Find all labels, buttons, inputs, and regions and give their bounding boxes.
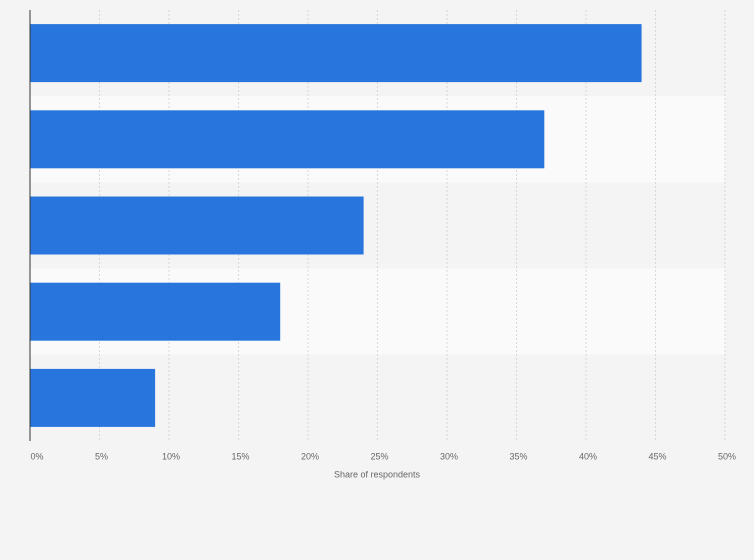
x-axis-title: Share of respondents [334, 469, 421, 479]
x-tick-label: 50% [718, 451, 736, 461]
x-tick-label: 45% [648, 451, 666, 461]
x-tick-label: 25% [370, 451, 388, 461]
x-tick-label: 10% [162, 451, 180, 461]
x-tick-label: 35% [509, 451, 527, 461]
bar [30, 110, 545, 169]
bar [30, 368, 156, 427]
x-tick-label: 20% [301, 451, 319, 461]
x-tick-label: 30% [440, 451, 458, 461]
x-tick-label: 15% [231, 451, 249, 461]
bar [30, 282, 281, 341]
bar [30, 24, 642, 83]
x-tick-label: 5% [95, 451, 108, 461]
x-tick-label: 40% [579, 451, 597, 461]
x-tick-label: 0% [30, 451, 43, 461]
bar [30, 196, 364, 255]
